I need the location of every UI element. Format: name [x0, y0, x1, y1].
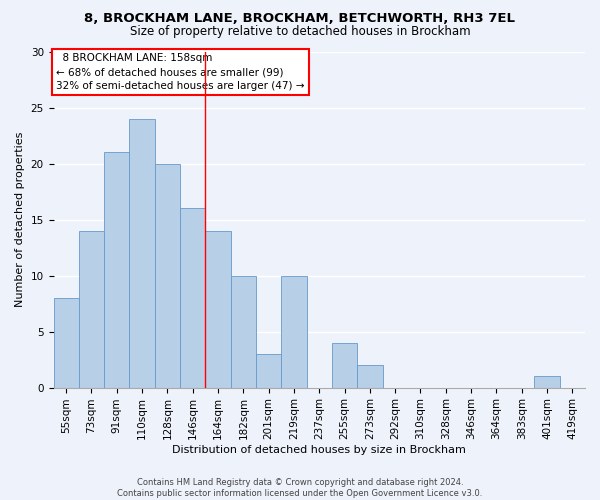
Bar [205, 231, 230, 388]
Bar [357, 365, 383, 388]
X-axis label: Distribution of detached houses by size in Brockham: Distribution of detached houses by size … [172, 445, 466, 455]
Bar [230, 276, 256, 388]
Bar [155, 164, 180, 388]
Text: 8 BROCKHAM LANE: 158sqm
← 68% of detached houses are smaller (99)
32% of semi-de: 8 BROCKHAM LANE: 158sqm ← 68% of detache… [56, 53, 305, 91]
Text: Size of property relative to detached houses in Brockham: Size of property relative to detached ho… [130, 25, 470, 38]
Bar [53, 298, 79, 388]
Bar [180, 208, 205, 388]
Bar [281, 276, 307, 388]
Bar [130, 118, 155, 388]
Y-axis label: Number of detached properties: Number of detached properties [15, 132, 25, 307]
Bar [256, 354, 281, 388]
Text: Contains HM Land Registry data © Crown copyright and database right 2024.
Contai: Contains HM Land Registry data © Crown c… [118, 478, 482, 498]
Bar [79, 231, 104, 388]
Text: 8, BROCKHAM LANE, BROCKHAM, BETCHWORTH, RH3 7EL: 8, BROCKHAM LANE, BROCKHAM, BETCHWORTH, … [85, 12, 515, 26]
Bar [332, 343, 357, 388]
Bar [104, 152, 130, 388]
Bar [535, 376, 560, 388]
